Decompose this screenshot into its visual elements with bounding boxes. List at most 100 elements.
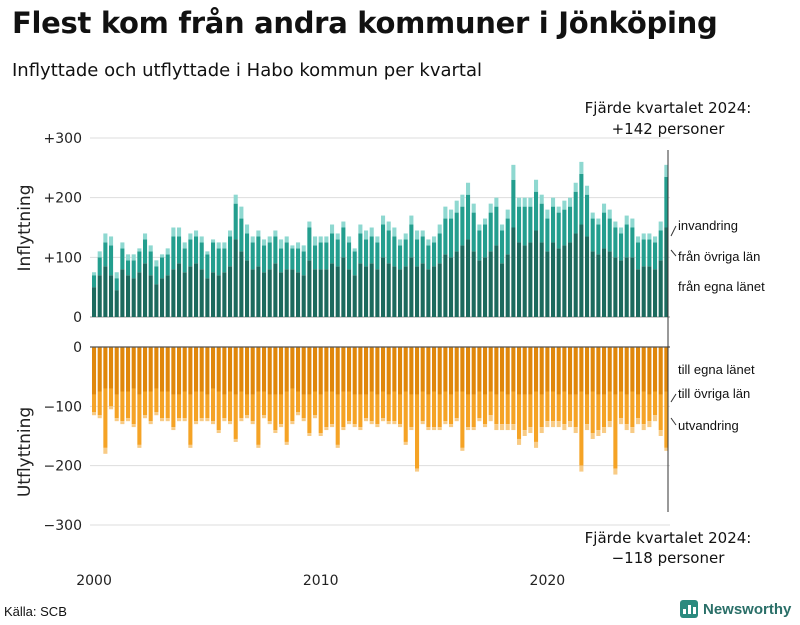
bar-ut-1-60 [432, 391, 437, 428]
bar-in-0-90 [602, 248, 607, 317]
bar-ut-1-48 [364, 394, 369, 419]
bar-in-1-29 [256, 236, 261, 267]
bar-in-2-26 [239, 206, 244, 219]
bar-in-2-72 [500, 224, 505, 231]
bar-in-0-22 [216, 275, 221, 317]
bar-in-2-13 [165, 248, 170, 255]
bar-in-1-99 [653, 242, 658, 270]
bar-ut-1-86 [579, 391, 584, 466]
bar-ut-0-68 [477, 347, 482, 392]
bar-ut-2-22 [216, 430, 221, 434]
bar-ut-1-2 [103, 388, 108, 448]
bar-ut-0-26 [239, 347, 244, 392]
bar-in-0-6 [126, 275, 131, 317]
bar-in-1-59 [426, 245, 431, 270]
bar-ut-1-15 [177, 394, 182, 419]
bar-in-1-46 [352, 251, 357, 276]
bar-in-2-40 [318, 236, 323, 243]
bar-in-2-67 [471, 203, 476, 213]
bar-ut-0-13 [165, 347, 170, 392]
bar-ut-2-25 [233, 438, 238, 442]
bar-ut-1-38 [307, 394, 312, 434]
bar-ut-2-29 [256, 444, 261, 448]
bar-ut-2-13 [165, 418, 170, 422]
bar-ut-2-50 [375, 424, 380, 428]
bar-ut-2-39 [313, 415, 318, 419]
bar-ut-0-91 [607, 347, 612, 392]
bar-ut-2-26 [239, 418, 244, 422]
bar-in-1-96 [636, 242, 641, 270]
bar-in-1-18 [194, 236, 199, 264]
bar-in-2-98 [647, 233, 652, 240]
bar-ut-2-91 [607, 421, 612, 428]
bar-ut-0-2 [103, 347, 108, 389]
bar-in-0-1 [97, 275, 102, 317]
bar-in-1-23 [222, 248, 227, 273]
bar-ut-1-83 [562, 391, 567, 425]
bar-ut-2-71 [494, 424, 499, 431]
bar-in-2-18 [194, 230, 199, 237]
bar-ut-0-97 [641, 347, 646, 392]
bar-ut-1-61 [437, 394, 442, 428]
bar-in-1-82 [556, 212, 561, 249]
bar-ut-2-9 [143, 415, 148, 419]
bar-ut-1-92 [613, 394, 618, 469]
bar-ut-1-13 [165, 391, 170, 419]
bar-ut-0-62 [443, 347, 448, 392]
bar-ut-0-101 [664, 347, 669, 392]
bar-in-2-56 [409, 215, 414, 225]
bar-in-1-63 [449, 218, 454, 258]
bar-ut-0-50 [375, 347, 380, 395]
bar-ut-1-100 [658, 394, 663, 431]
bar-in-0-71 [494, 245, 499, 317]
bar-in-2-41 [324, 236, 329, 243]
bar-in-2-68 [477, 224, 482, 231]
ytick-in-2: +200 [44, 191, 82, 207]
bar-ut-1-12 [160, 391, 165, 419]
bar-ut-0-12 [160, 347, 165, 392]
bar-ut-2-33 [279, 424, 284, 428]
bar-ut-2-72 [500, 424, 505, 431]
bar-ut-1-99 [653, 391, 658, 416]
bar-in-0-36 [296, 272, 301, 317]
bar-in-2-88 [590, 212, 595, 219]
bar-in-1-48 [364, 239, 369, 267]
bar-ut-1-68 [477, 391, 482, 419]
bar-in-1-37 [301, 251, 306, 276]
bar-ut-2-12 [160, 418, 165, 422]
bar-in-0-32 [273, 263, 278, 317]
bar-ut-2-61 [437, 427, 442, 431]
bar-in-2-24 [228, 230, 233, 237]
bar-ut-2-37 [301, 418, 306, 422]
bar-in-1-64 [454, 212, 459, 252]
bar-ut-0-28 [250, 347, 255, 395]
bar-ut-2-100 [658, 430, 663, 436]
bar-ut-1-72 [500, 391, 505, 425]
bar-in-1-20 [205, 254, 210, 279]
bar-ut-0-19 [199, 347, 204, 392]
bar-in-2-101 [664, 164, 669, 177]
bar-ut-2-85 [573, 427, 578, 434]
bar-in-0-37 [301, 275, 306, 317]
bar-in-1-19 [199, 242, 204, 270]
bar-ut-2-15 [177, 418, 182, 422]
bar-in-1-45 [347, 242, 352, 270]
bar-ut-0-35 [290, 347, 295, 389]
bar-in-0-46 [352, 275, 357, 317]
bar-ut-2-99 [653, 415, 658, 422]
bar-in-0-19 [199, 269, 204, 317]
bar-in-0-80 [545, 251, 550, 317]
bar-ut-1-70 [488, 391, 493, 416]
bar-in-0-69 [483, 257, 488, 317]
bar-ut-0-87 [585, 347, 590, 395]
bar-in-0-45 [347, 269, 352, 317]
bar-ut-1-14 [171, 394, 176, 428]
bar-ut-2-3 [109, 406, 114, 410]
bar-in-0-59 [426, 269, 431, 317]
bar-in-1-71 [494, 206, 499, 246]
bar-in-0-68 [477, 260, 482, 317]
bar-ut-0-61 [437, 347, 442, 395]
bar-in-1-74 [511, 179, 516, 228]
bar-in-2-73 [505, 209, 510, 219]
bar-in-1-33 [279, 248, 284, 273]
